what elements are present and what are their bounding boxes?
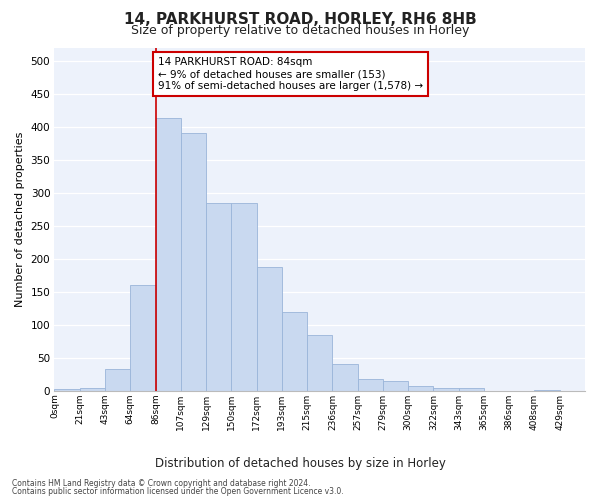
Bar [155, 118, 181, 391]
Text: 14, PARKHURST ROAD, HORLEY, RH6 8HB: 14, PARKHURST ROAD, HORLEY, RH6 8HB [124, 12, 476, 28]
Text: Contains public sector information licensed under the Open Government Licence v3: Contains public sector information licen… [12, 487, 344, 496]
Bar [535, 390, 560, 391]
Bar [206, 204, 232, 391]
Bar [358, 379, 383, 391]
Bar [408, 386, 433, 391]
Bar [383, 381, 408, 391]
Text: Contains HM Land Registry data © Crown copyright and database right 2024.: Contains HM Land Registry data © Crown c… [12, 478, 311, 488]
Bar [433, 388, 458, 391]
Bar [307, 334, 332, 391]
Text: 14 PARKHURST ROAD: 84sqm
← 9% of detached houses are smaller (153)
91% of semi-d: 14 PARKHURST ROAD: 84sqm ← 9% of detache… [158, 58, 423, 90]
Y-axis label: Number of detached properties: Number of detached properties [15, 132, 25, 307]
Bar [130, 285, 155, 391]
Bar [55, 389, 80, 391]
Text: Size of property relative to detached houses in Horley: Size of property relative to detached ho… [131, 24, 469, 37]
Text: Distribution of detached houses by size in Horley: Distribution of detached houses by size … [155, 458, 445, 470]
Bar [232, 204, 257, 391]
Bar [105, 369, 130, 391]
Bar [181, 134, 206, 391]
Bar [458, 388, 484, 391]
Bar [332, 364, 358, 391]
Bar [282, 312, 307, 391]
Bar [257, 266, 282, 391]
Bar [80, 388, 105, 391]
